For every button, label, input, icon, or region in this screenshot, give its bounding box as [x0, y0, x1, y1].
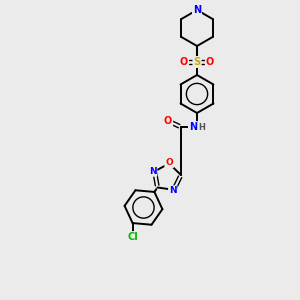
- Text: Cl: Cl: [127, 232, 138, 242]
- Text: O: O: [164, 116, 172, 126]
- Text: N: N: [189, 122, 197, 132]
- Text: S: S: [194, 57, 201, 67]
- Text: O: O: [180, 57, 188, 67]
- Text: N: N: [149, 167, 156, 176]
- Text: O: O: [206, 57, 214, 67]
- Text: O: O: [165, 158, 173, 167]
- Text: N: N: [193, 5, 201, 15]
- Text: N: N: [169, 186, 177, 195]
- Text: H: H: [199, 122, 206, 131]
